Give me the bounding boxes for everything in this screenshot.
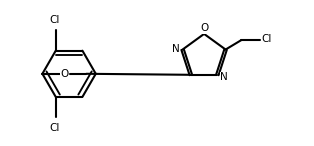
Text: O: O: [200, 23, 208, 33]
Text: Cl: Cl: [262, 34, 272, 44]
Text: Cl: Cl: [49, 123, 59, 133]
Text: Cl: Cl: [49, 15, 59, 25]
Text: O: O: [60, 69, 68, 79]
Text: N: N: [220, 72, 228, 82]
Text: N: N: [172, 44, 180, 54]
